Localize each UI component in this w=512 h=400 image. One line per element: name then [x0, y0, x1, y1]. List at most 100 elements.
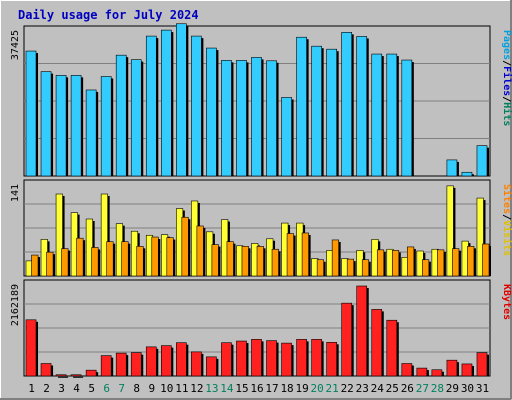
bar-kbytes [70, 374, 82, 377]
bar-sites [422, 259, 430, 277]
bar-sites [151, 236, 159, 277]
bar-kbytes [221, 342, 232, 377]
x-tick-label: 15 [235, 382, 248, 395]
bar-files [341, 32, 353, 177]
bar-kbytes [55, 374, 67, 377]
bar-kbytes-shadow [58, 376, 69, 378]
bar-files [206, 47, 217, 177]
bar-files [281, 97, 292, 177]
bar-kbytes [130, 352, 142, 377]
x-tick-label: 13 [205, 382, 218, 395]
x-tick-label: 31 [476, 382, 489, 395]
x-tick-label: 28 [431, 382, 444, 395]
bar-kbytes [281, 342, 292, 377]
bar-files [115, 54, 127, 177]
bar-files [401, 59, 413, 177]
bar-sites [121, 241, 129, 277]
bar-kbytes [311, 339, 322, 377]
bar-kbytes [25, 319, 37, 377]
x-tick-label: 11 [175, 382, 188, 395]
bar-sites [331, 239, 339, 277]
legend-entry: Hits [501, 102, 512, 126]
legend-entry: Pages [501, 30, 512, 60]
bar-sites [196, 225, 204, 277]
bar-kbytes [356, 285, 368, 377]
bar-sites [271, 248, 279, 277]
x-tick-label: 26 [401, 382, 414, 395]
x-tick-label: 19 [295, 382, 308, 395]
x-tick-label: 7 [118, 382, 125, 395]
x-tick-label: 8 [133, 382, 140, 395]
bar-files [371, 53, 383, 177]
bar-files [446, 159, 458, 177]
bar-files [145, 35, 157, 177]
bar-kbytes [476, 352, 488, 377]
x-tick-label: 1 [28, 382, 35, 395]
x-tick-label: 12 [190, 382, 203, 395]
bar-kbytes [191, 351, 202, 377]
x-tick-label: 30 [461, 382, 474, 395]
panel-top: 37425 Pages/Files/Hits [10, 23, 512, 177]
bar-files [130, 59, 142, 177]
bar-sites [241, 246, 249, 277]
bar-sites [61, 248, 69, 277]
bar-files [70, 75, 82, 177]
bar-kbytes [326, 341, 337, 377]
x-tick-label: 4 [73, 382, 80, 395]
bar-files [266, 60, 277, 177]
bar-sites [482, 243, 490, 277]
bar-files [25, 50, 37, 177]
bar-sites [211, 244, 219, 277]
bar-sites [452, 248, 460, 277]
panel-middle: 141 Sites/Visits [10, 179, 512, 277]
bar-sites [256, 246, 264, 277]
bar-files [40, 71, 52, 177]
x-tick-label: 17 [265, 382, 278, 395]
x-tick-label: 24 [371, 382, 385, 395]
x-tick-label: 25 [386, 382, 399, 395]
bar-files [476, 145, 488, 177]
bar-kbytes [266, 340, 277, 377]
bar-kbytes [40, 363, 52, 377]
bar-files [160, 29, 172, 177]
x-tick-label: 5 [88, 382, 95, 395]
y-max-label: 141 [10, 184, 21, 202]
bar-kbytes [446, 359, 458, 377]
bar-sites [391, 250, 400, 277]
legend-entry: / [501, 214, 512, 220]
legend: Pages/Files/Hits [501, 30, 512, 126]
bar-visits [446, 185, 454, 277]
x-tick-label: 22 [341, 382, 354, 395]
bar-kbytes [296, 339, 307, 377]
bar-kbytes [251, 339, 262, 377]
x-tick-label: 16 [250, 382, 263, 395]
bar-sites [76, 237, 84, 277]
bar-kbytes-shadow [73, 376, 84, 378]
bar-files [100, 76, 112, 177]
x-tick-label: 23 [356, 382, 369, 395]
x-tick-label: 21 [326, 382, 339, 395]
x-tick-label: 29 [446, 382, 459, 395]
y-max-label: 37425 [10, 30, 21, 60]
bar-kbytes [386, 319, 398, 377]
bar-visits [55, 193, 63, 277]
bar-files [311, 45, 322, 177]
bar-sites [226, 241, 234, 277]
legend: KBytes [501, 284, 512, 320]
x-tick-label: 3 [58, 382, 65, 395]
legend-entry: / [501, 60, 512, 66]
legend-entry: / [501, 96, 512, 102]
bar-kbytes [206, 356, 217, 377]
bar-sites [286, 233, 294, 277]
panel-bottom: 2162189 KBytes [10, 279, 512, 378]
bar-files [176, 23, 187, 177]
bar-kbytes [100, 355, 112, 377]
bar-kbytes [145, 346, 157, 377]
x-tick-label: 9 [148, 382, 155, 395]
bar-sites [91, 247, 99, 277]
bar-kbytes [416, 367, 428, 377]
bar-sites [106, 241, 114, 277]
x-tick-label: 14 [220, 382, 234, 395]
bar-kbytes [461, 363, 473, 377]
